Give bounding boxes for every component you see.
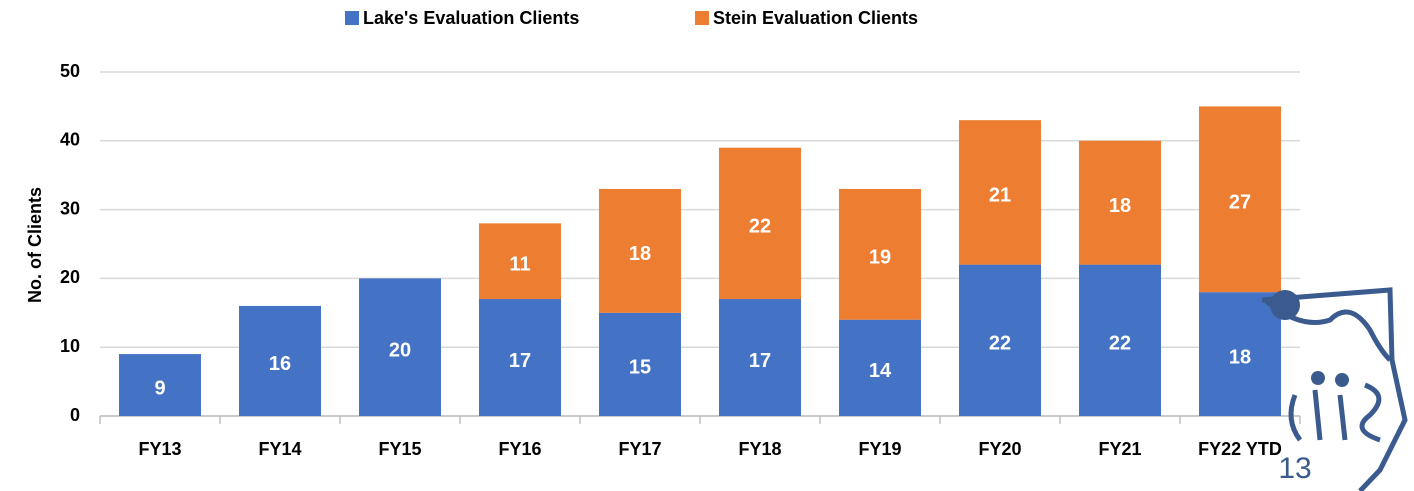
bar-segment [959,120,1041,265]
slide-number: 13 [1278,452,1311,485]
legend-label: Stein Evaluation Clients [713,8,918,28]
legend-label: Lake's Evaluation Clients [363,8,579,28]
data-label: 19 [869,247,891,269]
bar-segment [719,147,801,300]
x-tick-label: FY21 [1098,439,1141,459]
data-label: 18 [1109,195,1131,217]
data-label: 15 [629,357,651,379]
data-label: 17 [749,350,771,372]
data-label: 27 [1229,192,1251,214]
data-label: 22 [989,333,1011,355]
bar-segment [719,299,801,416]
y-tick-label: 50 [60,61,80,81]
x-tick-label: FY19 [858,439,901,459]
bar-segment [1079,140,1161,265]
data-label: 14 [869,360,892,382]
data-label: 9 [154,377,165,399]
bar-segment [839,188,921,320]
x-tick-label: FY14 [258,439,301,459]
bar-segment [1199,292,1281,416]
y-tick-label: 30 [60,198,80,218]
bar-segment [1079,264,1161,416]
data-label: 18 [1229,346,1251,368]
data-label: 11 [509,253,530,275]
x-tick-label: FY16 [498,439,541,459]
y-axis-label: No. of Clients [25,187,45,303]
x-tick-label: FY18 [738,439,781,459]
y-tick-label: 0 [70,405,80,425]
x-tick-label: FY17 [618,439,661,459]
y-tick-label: 20 [60,267,80,287]
y-tick-label: 10 [60,336,80,356]
data-label: 22 [1109,333,1131,355]
data-label: 21 [989,185,1011,207]
bar-segment [959,264,1041,416]
x-tick-label: FY13 [138,439,181,459]
bar-segment [359,278,441,416]
legend-swatch [345,11,359,25]
bar-segment [479,223,561,300]
y-tick-label: 40 [60,130,80,150]
x-tick-label: FY15 [378,439,421,459]
bar-segment [839,319,921,416]
bar-segment [1199,106,1281,293]
bar-segment [239,305,321,416]
data-label: 20 [389,339,411,361]
bar-segment [479,299,561,416]
bar-segment [599,312,681,416]
x-tick-label: FY20 [978,439,1021,459]
logo [1261,287,1408,491]
data-label: 22 [749,216,771,238]
x-tick-label: FY22 YTD [1198,439,1282,459]
data-label: 16 [269,353,291,375]
bar-segment [119,354,201,416]
data-label: 18 [629,243,651,265]
data-label: 17 [509,350,531,372]
legend-swatch [695,11,709,25]
bar-segment [599,188,681,313]
